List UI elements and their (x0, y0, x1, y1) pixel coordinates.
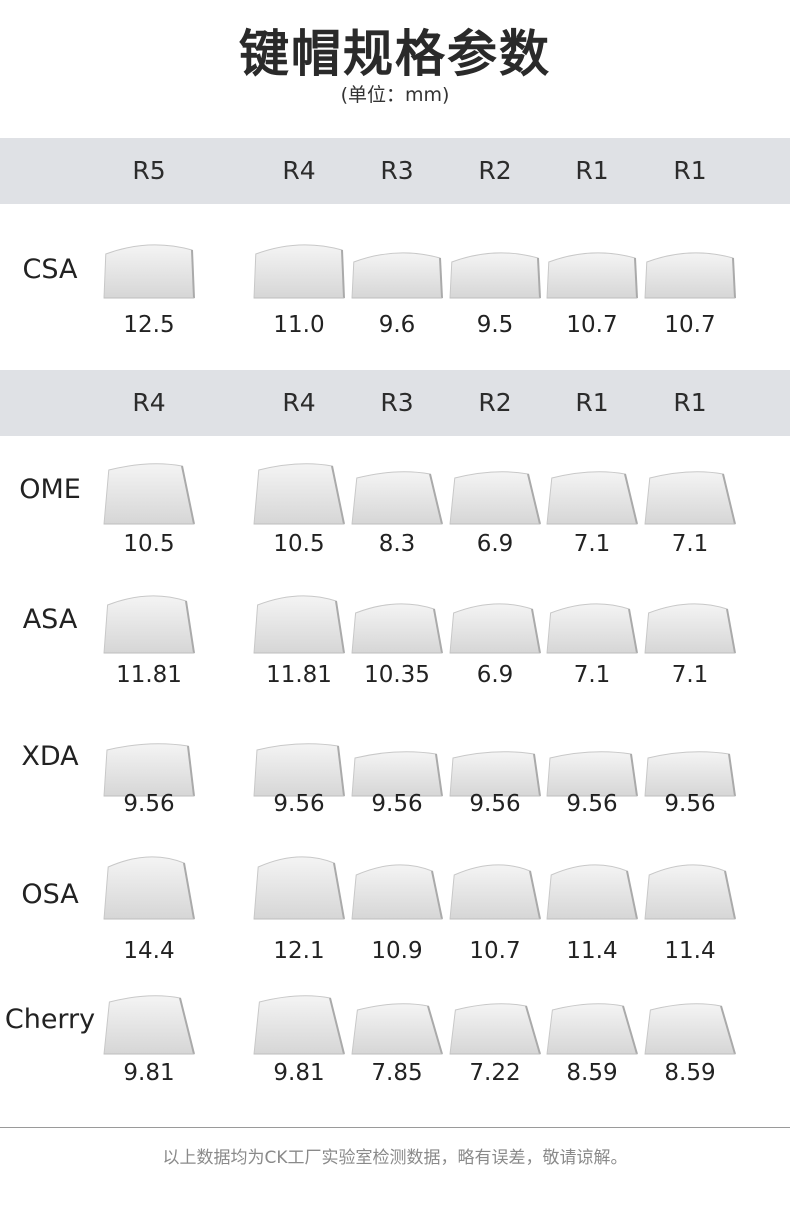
keycap-height-value: 14.4 (123, 938, 175, 964)
keycap-silhouette (641, 988, 739, 1060)
keycap-height-value: 9.56 (469, 791, 521, 817)
keycap-height-value: 7.1 (671, 662, 709, 688)
keycap-silhouette (446, 988, 544, 1060)
row-header: R1 (575, 156, 609, 185)
keycap-silhouette (641, 730, 739, 802)
keycap-silhouette (641, 587, 739, 659)
keycap-height-value: 11.81 (116, 662, 182, 688)
row-header: R1 (673, 156, 707, 185)
keycap-height-value: 10.9 (371, 938, 423, 964)
row-header: R2 (478, 388, 512, 417)
keycap-silhouette (543, 232, 641, 304)
keycap-height-value: 9.6 (378, 312, 416, 338)
keycap-silhouette (641, 458, 739, 530)
keycap-silhouette (348, 988, 446, 1060)
keycap-height-value: 10.7 (469, 938, 521, 964)
keycap-silhouette (100, 458, 198, 530)
keycap-silhouette (250, 730, 348, 802)
profile-label: OSA (21, 879, 79, 910)
keycap-silhouette (446, 587, 544, 659)
keycap-silhouette (446, 853, 544, 925)
keycap-height-value: 11.4 (664, 938, 716, 964)
keycap-height-value: 10.7 (566, 312, 618, 338)
keycap-height-value: 9.56 (566, 791, 618, 817)
keycap-silhouette (100, 587, 198, 659)
keycap-height-value: 9.56 (371, 791, 423, 817)
keycap-height-value: 12.5 (123, 312, 175, 338)
keycap-silhouette (100, 730, 198, 802)
keycap-silhouette (543, 587, 641, 659)
keycap-height-value: 8.59 (566, 1060, 618, 1086)
keycap-silhouette (250, 458, 348, 530)
profile-label: OME (19, 474, 81, 505)
row-header: R4 (282, 156, 316, 185)
keycap-silhouette (348, 853, 446, 925)
keycap-silhouette (543, 853, 641, 925)
keycap-height-value: 8.3 (378, 531, 416, 557)
keycap-silhouette (250, 988, 348, 1060)
row-header: R4 (282, 388, 316, 417)
keycap-silhouette (348, 232, 446, 304)
keycap-silhouette (348, 458, 446, 530)
keycap-height-value: 12.1 (273, 938, 325, 964)
keycap-height-value: 10.5 (273, 531, 325, 557)
keycap-height-value: 6.9 (476, 662, 514, 688)
keycap-height-value: 11.4 (566, 938, 618, 964)
profile-label: ASA (22, 604, 78, 635)
keycap-silhouette (543, 988, 641, 1060)
keycap-height-value: 7.1 (671, 531, 709, 557)
row-header-band-2: R4 R4 R3 R2 R1 R1 (0, 370, 790, 436)
keycap-height-value: 7.1 (573, 662, 611, 688)
row-header: R3 (380, 156, 414, 185)
keycap-silhouette (100, 988, 198, 1060)
unit-label: (单位：mm) (340, 84, 450, 106)
profile-label: CSA (22, 254, 78, 285)
keycap-silhouette (543, 458, 641, 530)
keycap-silhouette (641, 232, 739, 304)
row-header: R4 (132, 388, 166, 417)
row-header-band-1: R5 R4 R3 R2 R1 R1 (0, 138, 790, 204)
keycap-height-value: 11.81 (266, 662, 332, 688)
keycap-height-value: 9.56 (123, 791, 175, 817)
footer-note: 以上数据均为CK工厂实验室检测数据，略有误差，敬请谅解。 (162, 1148, 628, 1168)
keycap-silhouette (446, 458, 544, 530)
profile-label: Cherry (4, 1004, 96, 1035)
keycap-height-value: 10.5 (123, 531, 175, 557)
profile-label: XDA (21, 741, 79, 772)
keycap-silhouette (348, 730, 446, 802)
keycap-silhouette (446, 232, 544, 304)
keycap-height-value: 10.7 (664, 312, 716, 338)
keycap-height-value: 9.56 (664, 791, 716, 817)
keycap-silhouette (543, 730, 641, 802)
footer-divider (0, 1127, 790, 1128)
keycap-height-value: 9.81 (273, 1060, 325, 1086)
row-header: R2 (478, 156, 512, 185)
keycap-height-value: 8.59 (664, 1060, 716, 1086)
keycap-silhouette (348, 587, 446, 659)
keycap-silhouette (250, 232, 348, 304)
keycap-height-value: 6.9 (476, 531, 514, 557)
page-title: 键帽规格参数 (239, 25, 551, 83)
row-header: R3 (380, 388, 414, 417)
keycap-silhouette (100, 853, 198, 925)
keycap-height-value: 9.56 (273, 791, 325, 817)
keycap-height-value: 7.22 (469, 1060, 521, 1086)
row-header: R1 (575, 388, 609, 417)
keycap-height-value: 9.5 (476, 312, 514, 338)
keycap-silhouette (641, 853, 739, 925)
keycap-height-value: 9.81 (123, 1060, 175, 1086)
keycap-silhouette (250, 853, 348, 925)
keycap-silhouette (250, 587, 348, 659)
keycap-silhouette (446, 730, 544, 802)
keycap-height-value: 10.35 (364, 662, 430, 688)
row-header: R1 (673, 388, 707, 417)
keycap-height-value: 7.1 (573, 531, 611, 557)
keycap-silhouette (100, 232, 198, 304)
keycap-height-value: 7.85 (371, 1060, 423, 1086)
row-header: R5 (132, 156, 166, 185)
keycap-height-value: 11.0 (273, 312, 325, 338)
